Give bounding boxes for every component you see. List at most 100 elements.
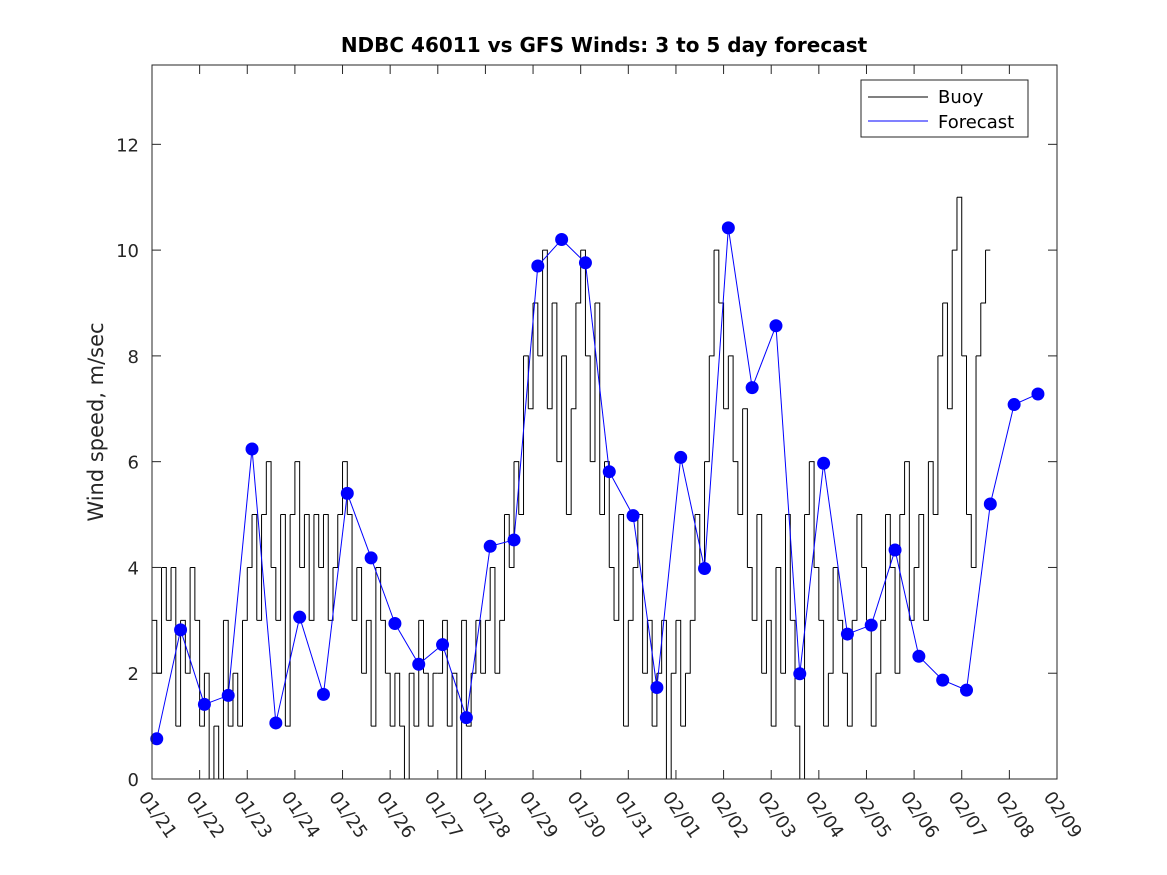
buoy-segment-76	[514, 461, 520, 515]
buoy-segment-127	[756, 514, 763, 674]
plot-area	[150, 197, 1045, 780]
buoy-segment-13	[213, 725, 220, 779]
buoy-segment-170	[961, 355, 967, 515]
buoy-segment-162	[923, 461, 929, 621]
buoy-segment-6	[180, 619, 186, 674]
forecast-segment-10	[394, 623, 420, 665]
buoy-segment-101	[633, 514, 639, 568]
forecast-point-30	[864, 618, 878, 632]
y-tick-label-1: 2	[128, 664, 139, 685]
buoy-segment-44	[361, 620, 367, 674]
buoy-segment-22	[256, 514, 263, 621]
forecast-segment-1	[180, 629, 205, 705]
buoy-segment-121	[728, 355, 734, 462]
y-tick-label-3: 6	[128, 453, 139, 474]
buoy-segment-137	[804, 461, 810, 516]
y-tick-labels: 0 2 4 6 8 10 12	[116, 135, 139, 791]
forecast-segment-12	[442, 644, 467, 718]
buoy-segment-133	[785, 514, 791, 621]
buoy-segment-94	[599, 461, 605, 516]
buoy-segment-82	[542, 249, 548, 409]
forecast-segment-19	[608, 471, 634, 516]
buoy-segment-18	[237, 620, 243, 727]
buoy-segment-103	[642, 620, 648, 674]
buoy-segment-69	[480, 620, 486, 674]
forecast-point-26	[769, 319, 783, 333]
forecast-point-16	[531, 259, 545, 273]
buoy-segment-164	[933, 355, 939, 516]
forecast-point-21	[650, 681, 664, 695]
buoy-segment-146	[847, 620, 853, 727]
legend-buoy-label: Buoy	[938, 87, 984, 108]
buoy-segment-109	[671, 620, 677, 674]
buoy-segment-139	[814, 566, 820, 621]
buoy-segment-43	[356, 566, 363, 674]
forecast-point-34	[960, 683, 973, 697]
buoy-segment-128	[761, 620, 767, 674]
buoy-segment-51	[394, 672, 401, 727]
buoy-segment-35	[318, 514, 324, 568]
plot-background	[152, 65, 1057, 779]
buoy-segment-30	[294, 461, 301, 568]
forecast-point-24	[721, 221, 735, 235]
buoy-segment-48	[380, 619, 386, 674]
forecast-segment-9	[370, 557, 396, 624]
buoy-segment-49	[385, 672, 391, 727]
buoy-segment-17	[232, 672, 239, 727]
x-tick-label-8: 01/29	[515, 788, 562, 843]
buoy-segment-173	[976, 303, 982, 357]
buoy-segment-78	[523, 355, 529, 409]
x-tick-label-17: 02/07	[944, 788, 991, 843]
forecast-point-13	[459, 711, 473, 725]
forecast-point-36	[1007, 398, 1021, 412]
forecast-point-27	[793, 667, 807, 681]
buoy-segment-23	[261, 461, 267, 516]
x-tick-label-5: 01/26	[372, 788, 419, 843]
y-tick-label-4: 8	[128, 347, 139, 368]
forecast-point-5	[269, 716, 283, 730]
buoy-segment-124	[742, 408, 748, 568]
buoy-segment-57	[423, 672, 429, 727]
buoy-segment-55	[413, 620, 420, 727]
buoy-segment-129	[766, 619, 772, 727]
forecast-segment-27	[799, 463, 825, 674]
buoy-segment-151	[871, 673, 877, 727]
x-tick-label-0: 01/21	[134, 788, 181, 843]
forecast-segment-4	[251, 448, 277, 723]
buoy-segment-131	[775, 566, 782, 674]
x-tick-label-1: 01/22	[182, 788, 229, 843]
buoy-segment-160	[914, 514, 920, 568]
x-tick-label-12: 02/02	[705, 788, 752, 843]
buoy-segment-95	[604, 461, 610, 568]
forecast-point-6	[293, 610, 307, 624]
forecast-point-20	[626, 509, 640, 523]
buoy-segment-149	[861, 566, 867, 621]
x-tick-label-7: 01/28	[467, 788, 514, 843]
forecast-point-12	[436, 638, 450, 652]
forecast-segment-31	[894, 549, 920, 657]
buoy-segment-91	[585, 355, 591, 462]
forecast-segment-25	[751, 325, 777, 388]
buoy-series	[152, 197, 991, 780]
legend: Buoy Forecast	[860, 79, 1029, 138]
buoy-segment-158	[904, 461, 910, 621]
buoy-segment-77	[518, 355, 525, 516]
forecast-segment-13	[465, 546, 491, 718]
buoy-segment-62	[447, 673, 453, 727]
buoy-segment-20	[247, 514, 253, 568]
buoy-segment-166	[942, 302, 948, 409]
buoy-segment-135	[795, 725, 801, 779]
buoy-segment-19	[242, 567, 248, 621]
buoy-segment-66	[466, 673, 472, 727]
buoy-segment-36	[323, 514, 329, 621]
buoy-segment-10	[199, 673, 205, 727]
forecast-point-33	[936, 673, 950, 687]
forecast-point-29	[840, 627, 854, 641]
buoy-segment-110	[675, 619, 682, 727]
x-tick-label-2: 01/23	[229, 788, 276, 843]
buoy-segment-107	[661, 619, 667, 779]
buoy-segment-34	[313, 514, 320, 568]
buoy-segment-142	[828, 567, 834, 674]
buoy-segment-118	[714, 249, 720, 303]
